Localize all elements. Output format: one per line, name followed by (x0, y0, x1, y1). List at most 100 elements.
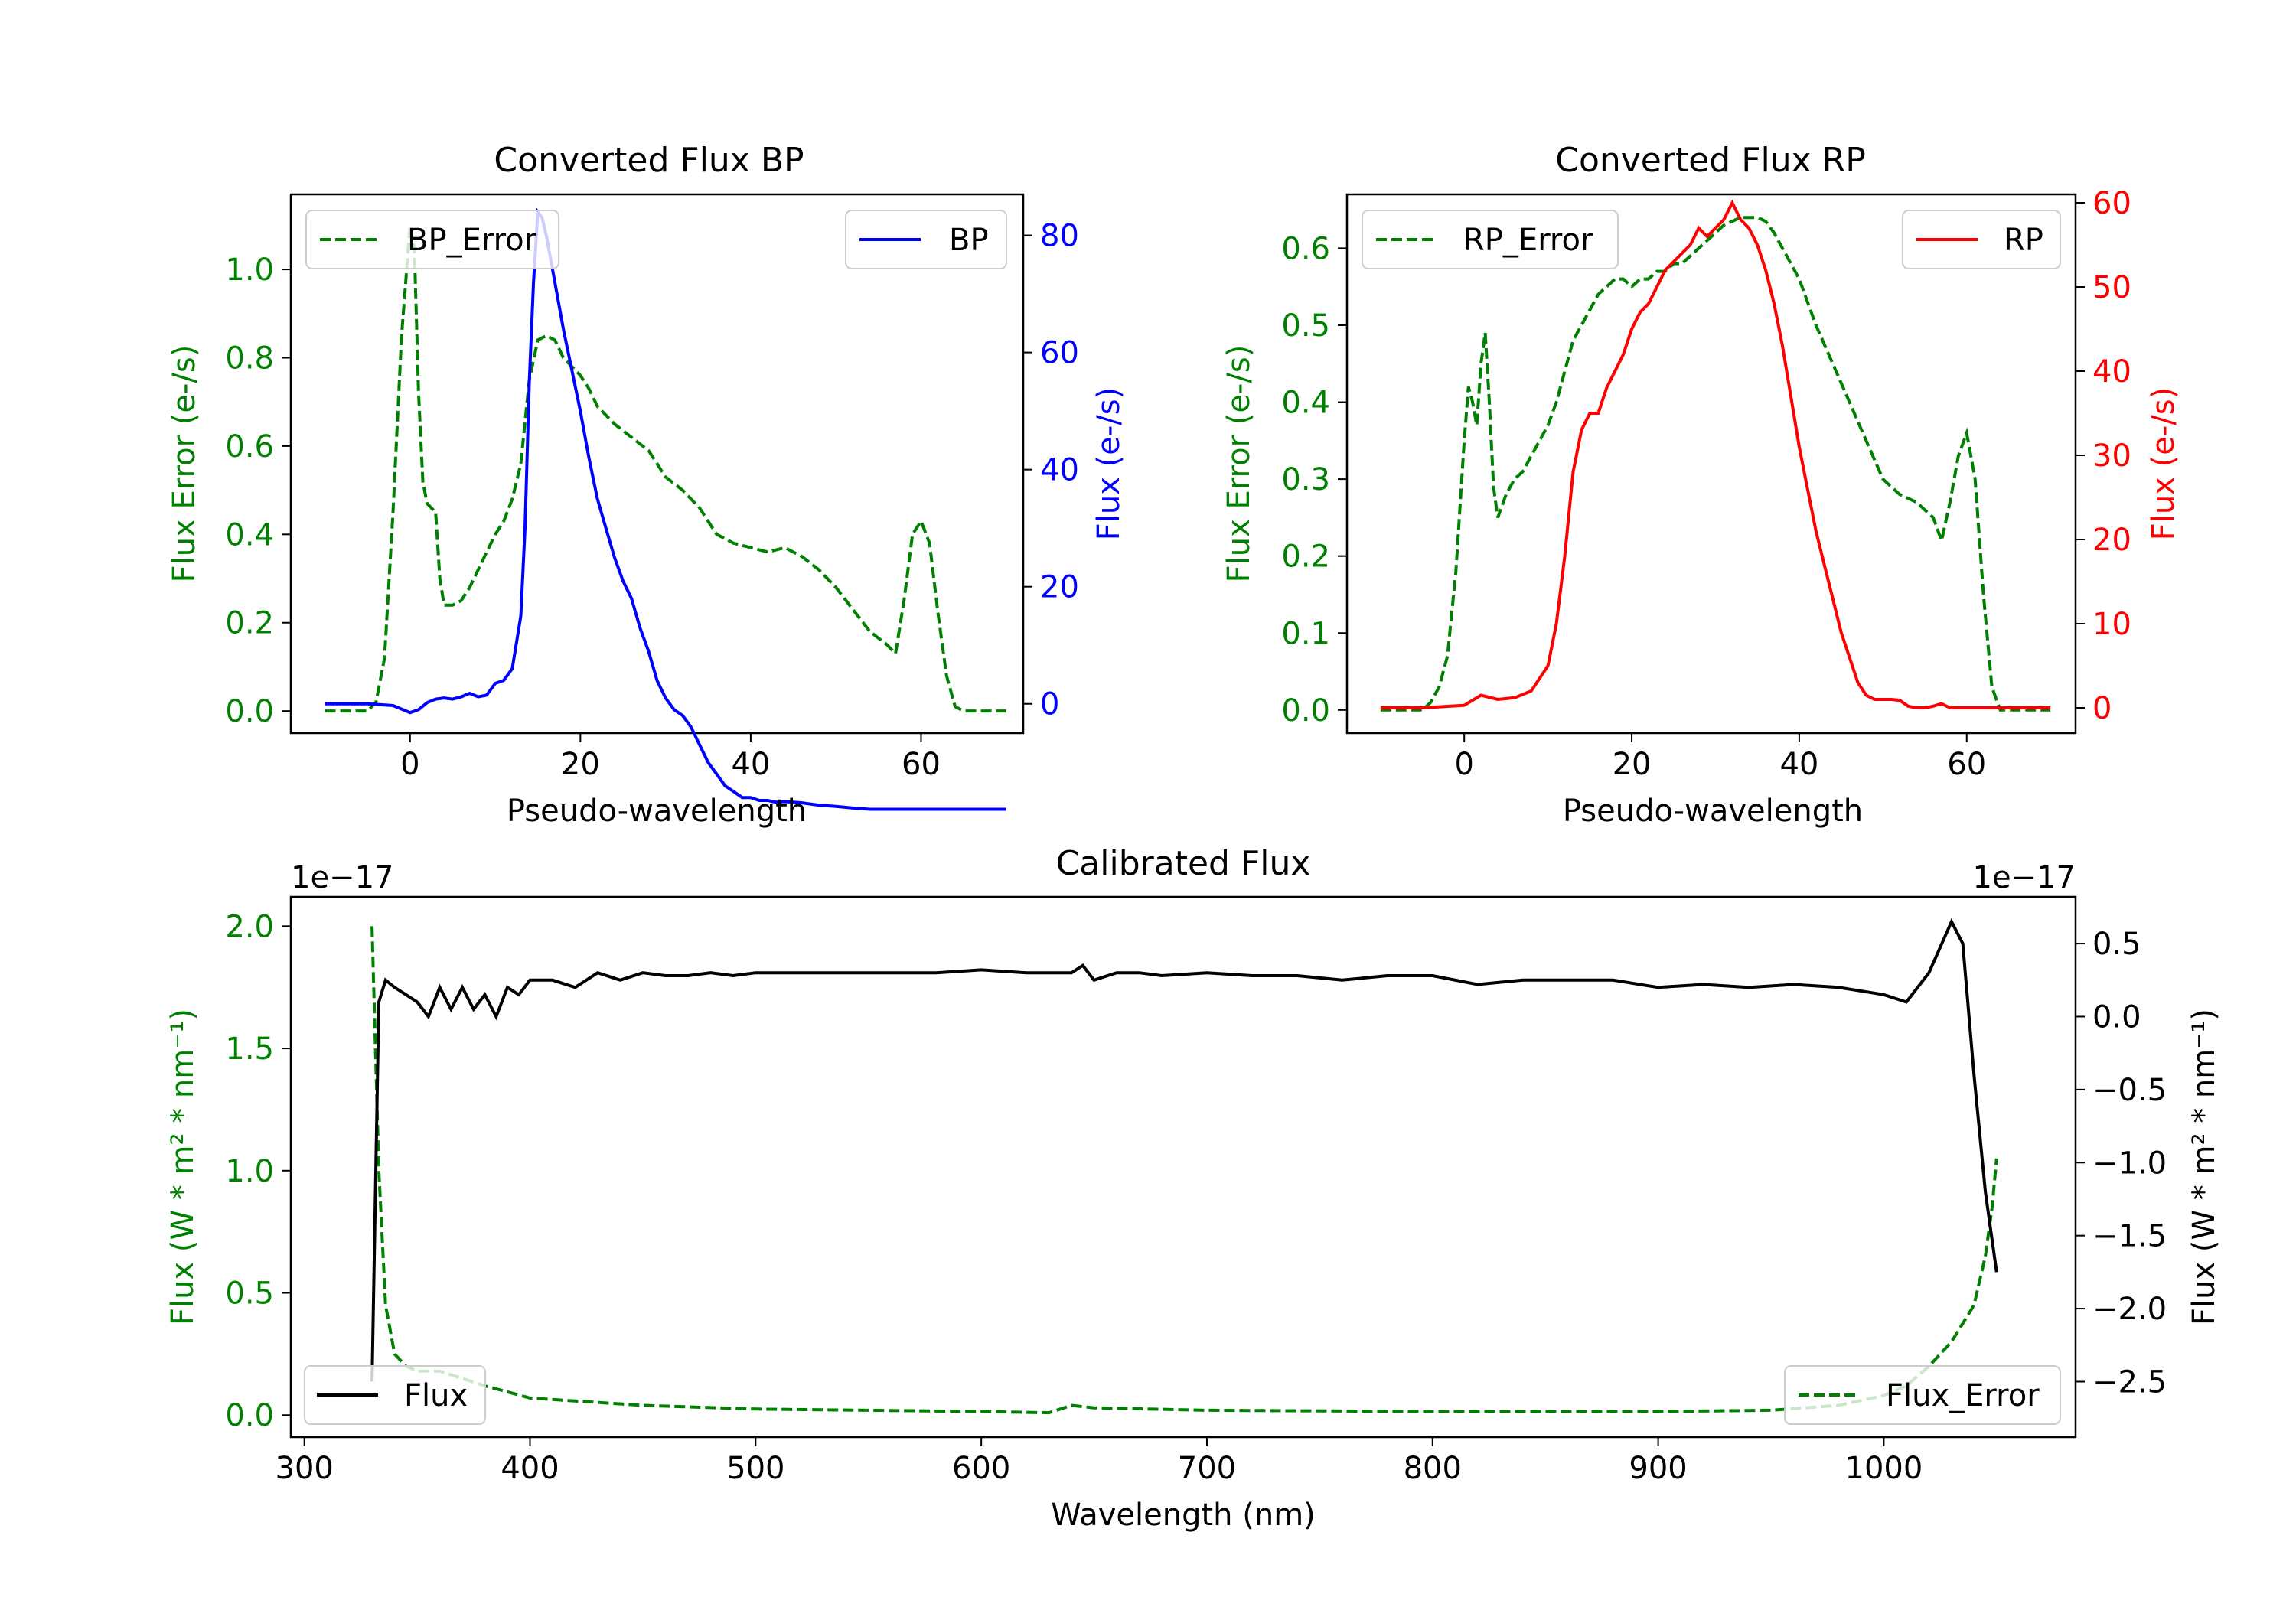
cal-right-y-tick-label: −2.0 (2092, 1292, 2167, 1327)
cal-title: Calibrated Flux (1056, 844, 1311, 883)
bp-legend-right-box (845, 210, 1007, 269)
cal-left-y-ticks: 0.0 0.5 1.0 1.5 2.0 (225, 909, 291, 1433)
cal-error-line (370, 926, 1998, 1415)
rp-right-y-tick-label: 60 (2092, 186, 2131, 221)
cal-x-tick-label: 700 (1178, 1451, 1236, 1486)
bp-right-y-ticks: 0 20 40 60 80 (1023, 219, 1079, 722)
rp-right-y-tick-label: 0 (2092, 691, 2112, 726)
rp-legend-left: RP_Error (1362, 210, 1619, 269)
rp-right-y-tick-label: 30 (2092, 438, 2131, 474)
rp-left-y-tick-label: 0.0 (1281, 693, 1330, 729)
rp-left-y-ticks: 0.0 0.1 0.2 0.3 0.4 0.5 0.6 (1281, 231, 1347, 729)
cal-legend-right: Flux_Error (1784, 1365, 2061, 1425)
bp-x-tick-label: 20 (561, 747, 600, 782)
bp-left-y-ticks: 0.0 0.2 0.4 0.6 0.8 1.0 (225, 253, 291, 729)
cal-right-y-tick-label: −1.5 (2092, 1219, 2167, 1254)
cal-ylabel-left: Flux (W * m² * nm⁻¹) (165, 1009, 201, 1325)
cal-right-y-tick-label: −2.5 (2092, 1364, 2167, 1400)
cal-x-tick-label: 600 (952, 1451, 1010, 1486)
cal-legend-flux-label: Flux (404, 1378, 468, 1413)
rp-left-y-tick-label: 0.3 (1281, 462, 1330, 497)
rp-flux-line (1380, 199, 2051, 709)
rp-left-y-tick-label: 0.6 (1281, 231, 1330, 266)
cal-offset-right: 1e−17 (1973, 860, 2076, 895)
bp-title: Converted Flux BP (494, 141, 804, 180)
bp-ylabel-left: Flux Error (e-/s) (167, 345, 202, 583)
rp-right-y-tick-label: 20 (2092, 523, 2131, 558)
bp-right-y-tick-label: 0 (1040, 687, 1059, 722)
bp-legend-error-label: BP_Error (407, 223, 537, 258)
cal-x-tick-label: 300 (276, 1451, 334, 1486)
bp-right-y-tick-label: 20 (1040, 570, 1079, 605)
cal-offset-left: 1e−17 (291, 860, 393, 895)
bp-x-tick-label: 40 (731, 747, 770, 782)
rp-legend-left-box (1362, 210, 1619, 269)
rp-right-y-ticks: 0 10 20 30 40 50 60 (2076, 186, 2131, 726)
panel-bp: Converted Flux BP 0 20 40 60 0.00.20.40.60.… (167, 141, 1127, 829)
bp-flux-line (325, 207, 1006, 811)
bp-left-y-tick-label: 0.0 (225, 694, 274, 729)
cal-x-tick-label: 400 (501, 1451, 559, 1486)
cal-right-y-tick-label: 0.0 (2092, 999, 2141, 1035)
cal-x-tick-label: 500 (726, 1451, 784, 1486)
bp-x-ticks: 0 20 40 60 (400, 733, 941, 782)
panel-cal: Calibrated Flux 1e−17 1e−17 300 400 500 600… (165, 844, 2222, 1533)
rp-x-tick-label: 0 (1454, 747, 1473, 782)
cal-right-y-tick-label: −0.5 (2092, 1073, 2167, 1108)
bp-left-y-tick-label: 0.6 (225, 429, 274, 464)
bp-right-y-tick-label: 60 (1040, 336, 1079, 371)
panel-rp: Converted Flux RP 0 20 40 60 0.00.10.20.30.… (1221, 141, 2181, 829)
rp-legend-right-box (1902, 210, 2061, 269)
cal-left-y-tick-label: 1.5 (225, 1032, 274, 1067)
rp-left-y-tick-label: 0.4 (1281, 386, 1330, 421)
rp-ylabel-right: Flux (e-/s) (2146, 387, 2181, 540)
cal-xlabel: Wavelength (nm) (1051, 1498, 1316, 1533)
rp-x-tick-label: 60 (1947, 747, 1986, 782)
bp-right-y-tick-label: 40 (1040, 453, 1079, 488)
bp-x-tick-label: 0 (400, 747, 419, 782)
rp-legend-flux-label: RP (2004, 223, 2043, 258)
cal-right-y-tick-label: −1.0 (2092, 1146, 2167, 1181)
bp-legend-left-box (305, 210, 559, 269)
cal-x-tick-label: 1000 (1845, 1451, 1923, 1486)
rp-x-ticks: 0 20 40 60 (1454, 733, 1986, 782)
cal-right-y-ticks: 0.5 0.0 −0.5 −1.0 −1.5 −2.0 −2.5 (2076, 927, 2167, 1400)
bp-legend-left: BP_Error (305, 210, 559, 269)
rp-left-y-tick-label: 0.5 (1281, 308, 1330, 344)
bp-left-y-tick-label: 1.0 (225, 253, 274, 288)
cal-left-y-tick-label: 2.0 (225, 909, 274, 944)
cal-legend-error-label: Flux_Error (1886, 1378, 2040, 1413)
bp-ylabel-right: Flux (e-/s) (1091, 387, 1127, 540)
bp-left-y-tick-label: 0.8 (225, 341, 274, 376)
cal-x-ticks: 300 400 500 600 700 800 900 1000 (276, 1437, 1923, 1486)
cal-flux-line (370, 918, 1998, 1382)
cal-left-y-tick-label: 0.0 (225, 1398, 274, 1433)
cal-left-y-tick-label: 1.0 (225, 1154, 274, 1189)
rp-legend-error-label: RP_Error (1463, 223, 1593, 258)
rp-x-tick-label: 40 (1779, 747, 1818, 782)
rp-axes-frame (1345, 193, 2077, 735)
rp-title: Converted Flux RP (1555, 141, 1866, 180)
bp-legend-right: BP (845, 210, 1007, 269)
cal-x-tick-label: 800 (1404, 1451, 1462, 1486)
cal-x-tick-label: 900 (1629, 1451, 1687, 1486)
bp-left-y-tick-label: 0.4 (225, 517, 274, 553)
cal-axes-frame (289, 895, 2077, 1439)
rp-ylabel-left: Flux Error (e-/s) (1221, 345, 1257, 583)
bp-xlabel: Pseudo-wavelength (507, 794, 807, 829)
rp-right-y-tick-label: 40 (2092, 354, 2131, 390)
rp-error-line (1380, 216, 2051, 712)
rp-right-y-tick-label: 50 (2092, 270, 2131, 305)
bp-left-y-tick-label: 0.2 (225, 606, 274, 641)
bp-right-y-tick-label: 80 (1040, 219, 1079, 254)
bp-error-line (325, 225, 1006, 713)
cal-legend-right-box (1784, 1365, 2061, 1425)
cal-left-y-tick-label: 0.5 (225, 1276, 274, 1312)
rp-x-tick-label: 20 (1613, 747, 1652, 782)
rp-legend-right: RP (1902, 210, 2061, 269)
cal-legend-left-box (304, 1365, 486, 1425)
rp-left-y-tick-label: 0.1 (1281, 616, 1330, 651)
cal-legend-left: Flux (304, 1365, 486, 1425)
bp-legend-flux-label: BP (949, 223, 989, 258)
